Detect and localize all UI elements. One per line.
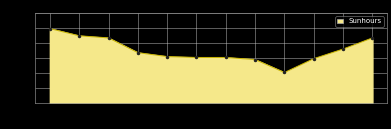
Legend: Sunhours: Sunhours xyxy=(335,16,384,27)
Text: Average monthly sunhours in Phuket, Thailand   Copyright © 2016 www.weather-and-: Average monthly sunhours in Phuket, Thai… xyxy=(23,121,368,128)
